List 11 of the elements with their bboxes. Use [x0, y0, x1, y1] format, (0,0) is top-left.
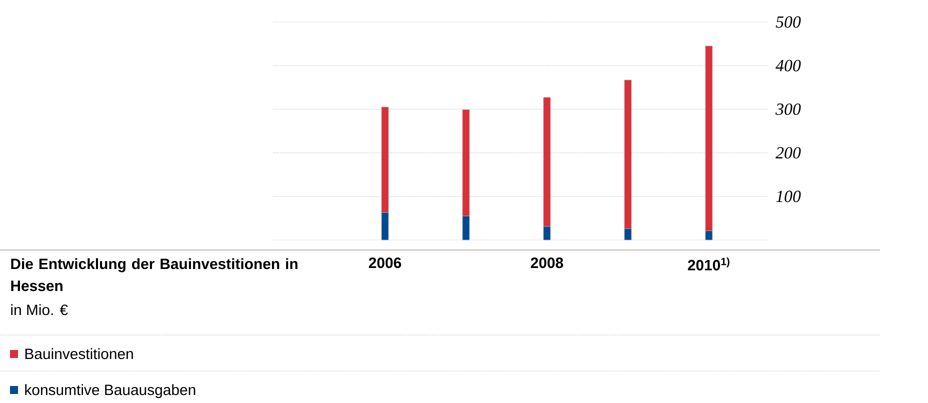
y-tick-label: 200: [776, 147, 801, 159]
x-tick-label: 2006: [368, 258, 402, 268]
y-tick-label: 500: [776, 16, 801, 28]
y-tick-label: 100: [776, 190, 801, 202]
y-tick-label: 400: [776, 60, 801, 72]
y-tick-label: 300: [776, 103, 801, 115]
legend-label: Bauinvestitionen: [25, 348, 133, 360]
x-tick-label: 2010$^{1)}$: [688, 258, 730, 270]
legend-label: konsumtive Bauausgaben: [25, 384, 196, 398]
text: in Mio. €: [11, 304, 68, 316]
x-tick-label: 2008: [530, 258, 564, 268]
